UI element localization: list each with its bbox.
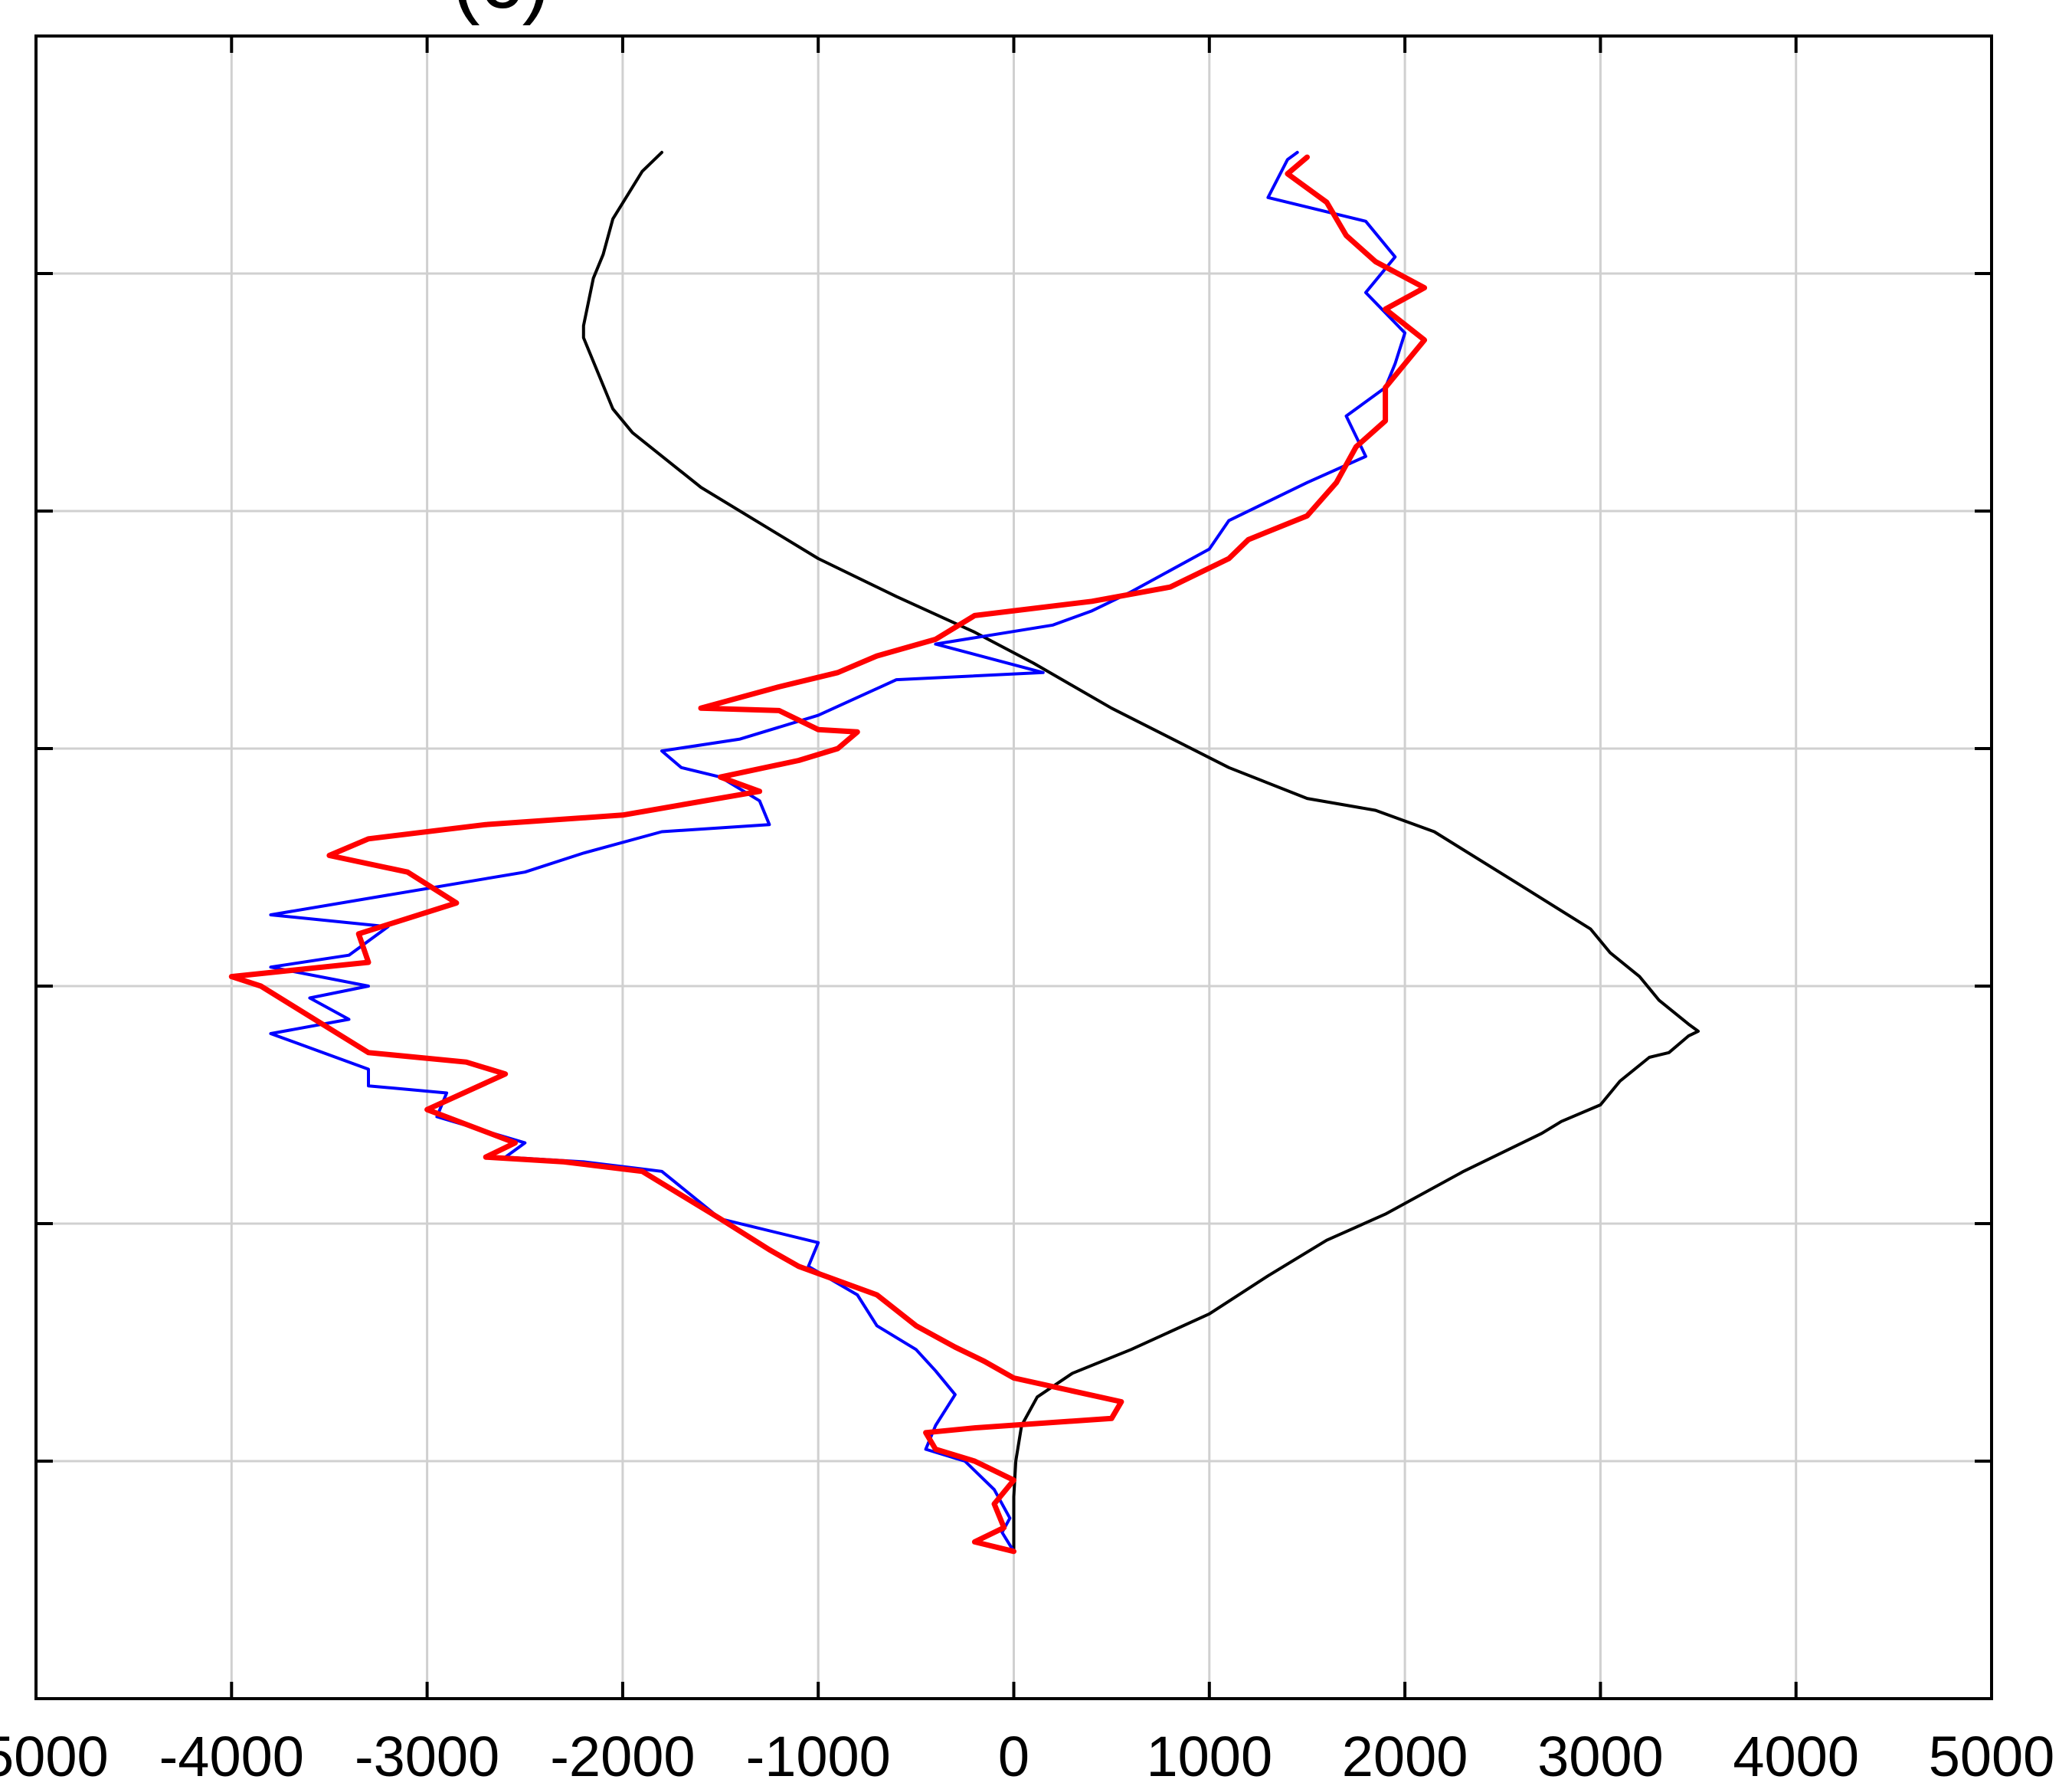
x-tick-label: 1000: [1146, 1725, 1272, 1786]
series-line-1: [581, 150, 1700, 1553]
x-tick-label: 2000: [1342, 1725, 1468, 1786]
x-tick-label: 5000: [1929, 1725, 2055, 1786]
panel-label: (c): [452, 0, 550, 26]
x-tick-label: -4000: [159, 1725, 304, 1786]
series-line-2: [269, 150, 1407, 1553]
x-tick-label: 3000: [1537, 1725, 1664, 1786]
grid: [36, 36, 1992, 1699]
series-layer: [228, 150, 1700, 1555]
ticks: [36, 36, 1992, 1699]
x-tick-label: -1000: [746, 1725, 891, 1786]
x-tick-label: 0: [998, 1725, 1029, 1786]
series-line-3: [228, 154, 1428, 1555]
x-tick-label: -2000: [550, 1725, 695, 1786]
x-tick-label: -5000: [0, 1725, 109, 1786]
x-tick-label: -3000: [355, 1725, 499, 1786]
x-tick-labels: -5000 -4000 -3000 -2000 -1000 0 1000 2000 3000 40…: [0, 1725, 2054, 1786]
x-tick-label: 4000: [1733, 1725, 1859, 1786]
